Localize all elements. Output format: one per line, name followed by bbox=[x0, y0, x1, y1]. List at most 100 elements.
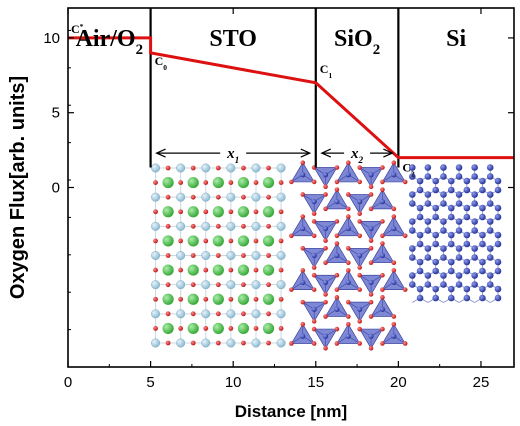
titanium-atom bbox=[201, 221, 211, 231]
structure-si bbox=[408, 164, 502, 303]
oxygen-atom bbox=[357, 287, 363, 292]
oxygen-atom bbox=[346, 206, 351, 212]
strontium-atom bbox=[212, 206, 224, 218]
oxygen-atom bbox=[153, 296, 158, 302]
oxygen-atom bbox=[345, 299, 351, 305]
silicon-atom bbox=[424, 218, 432, 225]
oxygen-atom bbox=[334, 341, 340, 346]
silicon-atom bbox=[432, 258, 439, 266]
oxygen-atom bbox=[241, 223, 246, 229]
oxygen-atom bbox=[368, 292, 374, 297]
silicon-atom bbox=[440, 164, 447, 171]
strontium-atom bbox=[237, 293, 250, 305]
strontium-atom bbox=[187, 235, 199, 247]
oxygen-atom bbox=[203, 296, 209, 302]
oxygen-atom bbox=[241, 340, 246, 346]
oxygen-atom bbox=[203, 180, 209, 185]
silicon-atom bbox=[486, 173, 494, 180]
silicon-atom bbox=[471, 227, 478, 234]
oxygen-atom bbox=[334, 326, 340, 332]
silicon-atom bbox=[447, 213, 455, 221]
silicon-atom bbox=[494, 267, 502, 275]
silicon-atom bbox=[486, 164, 494, 171]
oxygen-atom bbox=[266, 311, 271, 317]
silicon-atom bbox=[471, 164, 478, 171]
titanium-atom bbox=[176, 280, 186, 290]
oxygen-atom bbox=[380, 187, 385, 192]
oxygen-atom bbox=[311, 219, 317, 224]
silicon-atom bbox=[391, 333, 397, 339]
oxygen-atom bbox=[228, 238, 234, 244]
silicon-atom bbox=[432, 186, 439, 194]
oxygen-atom bbox=[178, 209, 184, 215]
silicon-atom bbox=[479, 294, 486, 302]
silicon-atom bbox=[432, 240, 439, 248]
silicon-atom bbox=[494, 294, 502, 302]
silicon-atom bbox=[494, 231, 502, 239]
oxygen-atom bbox=[391, 214, 397, 219]
titanium-atom bbox=[251, 338, 261, 348]
oxygen-atom bbox=[334, 272, 340, 278]
oxygen-atom bbox=[380, 287, 385, 292]
oxygen-atom bbox=[334, 295, 340, 300]
silicon-atom bbox=[455, 254, 463, 261]
oxygen-atom bbox=[391, 314, 397, 319]
strontium-atom bbox=[162, 235, 174, 247]
oxygen-atom bbox=[165, 253, 171, 258]
oxygen-atom bbox=[203, 209, 209, 215]
strontium-atom bbox=[262, 206, 275, 218]
silicon-atom bbox=[368, 172, 374, 178]
oxygen-atom bbox=[190, 253, 196, 258]
oxygen-flux-line bbox=[68, 36, 514, 160]
oxygen-atom bbox=[253, 267, 259, 273]
oxygen-atom bbox=[368, 238, 374, 243]
oxygen-atom bbox=[165, 340, 171, 346]
oxygen-atom bbox=[380, 295, 385, 300]
silicon-atom bbox=[300, 333, 306, 339]
silicon-atom bbox=[391, 225, 397, 232]
y-tick-label: 10 bbox=[43, 30, 60, 47]
oxygen-atom bbox=[311, 326, 317, 332]
oxygen-atom bbox=[391, 260, 397, 266]
region-label-air-o: Air/O2 bbox=[76, 26, 143, 58]
oxygen-atom bbox=[241, 165, 246, 171]
silicon-atom bbox=[300, 225, 306, 232]
region-label-si: Si bbox=[446, 26, 466, 52]
oxygen-atom bbox=[153, 209, 158, 215]
silicon-atom bbox=[416, 186, 424, 194]
x-tick-label: 25 bbox=[473, 374, 490, 391]
silicon-atom bbox=[379, 252, 386, 259]
oxygen-atom bbox=[228, 180, 234, 185]
oxygen-atom bbox=[323, 314, 328, 319]
silicon-atom bbox=[486, 245, 494, 252]
silicon-atom bbox=[447, 186, 455, 194]
x-tick-label: 10 bbox=[225, 374, 242, 391]
silicon-atom bbox=[300, 172, 306, 178]
silicon-atom bbox=[494, 258, 502, 266]
silicon-atom bbox=[479, 186, 486, 194]
data-series bbox=[68, 36, 514, 160]
oxygen-atom bbox=[357, 233, 363, 239]
silicon-atom bbox=[408, 245, 416, 252]
oxygen-atom bbox=[153, 180, 158, 185]
silicon-atom bbox=[486, 254, 494, 261]
silicon-atom bbox=[334, 252, 340, 259]
arrow-label-backing bbox=[344, 144, 371, 161]
oxygen-atom bbox=[190, 340, 196, 346]
y-tick-label: 0 bbox=[52, 180, 60, 197]
oxygen-atom bbox=[253, 209, 259, 215]
oxygen-atom bbox=[357, 219, 362, 224]
silicon-atom bbox=[440, 218, 447, 225]
arrow-label-backing bbox=[220, 144, 247, 161]
oxygen-atom bbox=[357, 326, 362, 332]
oxygen-atom bbox=[380, 165, 385, 170]
titanium-atom bbox=[251, 221, 261, 231]
silicon-atom bbox=[440, 245, 447, 252]
oxygen-atom bbox=[165, 311, 171, 317]
silicon-atom bbox=[432, 213, 439, 221]
atomic-structures bbox=[151, 160, 502, 351]
oxygen-atom bbox=[323, 260, 328, 266]
silicon-atom bbox=[494, 240, 502, 248]
titanium-atom bbox=[176, 163, 186, 173]
